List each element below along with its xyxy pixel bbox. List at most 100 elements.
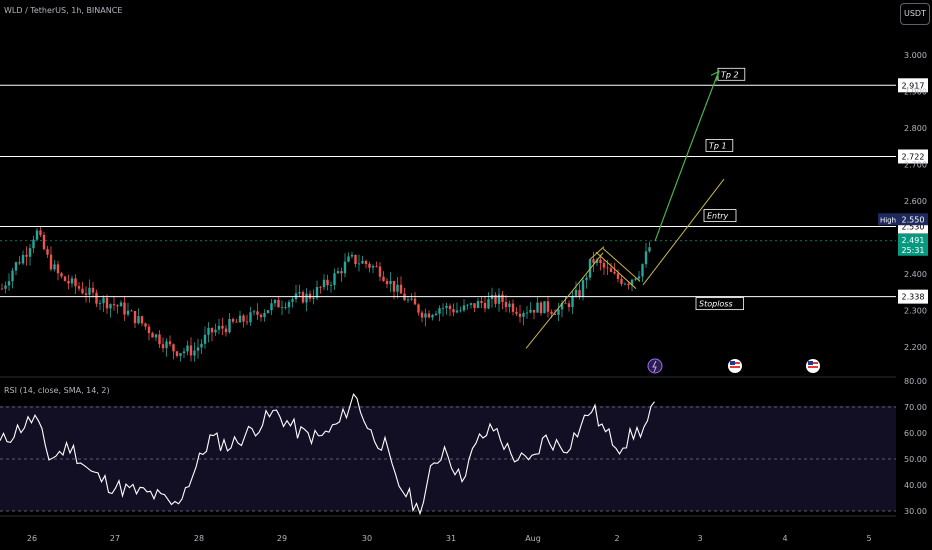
candle-body [189, 345, 193, 356]
candle-body [567, 303, 571, 308]
price-tick-label: 2.600 [904, 197, 927, 206]
candle-body [168, 341, 172, 345]
time-tick-label: 29 [277, 534, 287, 543]
candle-body [207, 327, 210, 335]
candle-body [462, 305, 466, 311]
candle-body [427, 313, 431, 318]
candle-body [140, 316, 144, 324]
candle-body [137, 316, 140, 324]
level-price-label: 2.722 [902, 152, 925, 161]
candle-body [455, 310, 459, 313]
price-tick-label: 2.300 [904, 307, 927, 316]
us-flag-icon[interactable] [728, 359, 742, 373]
candle-body [133, 311, 137, 324]
high-caption-box [878, 213, 898, 226]
candle-body [158, 334, 161, 345]
candle-body [459, 310, 462, 312]
high-caption: High [880, 216, 896, 224]
candle-body [410, 298, 413, 300]
candle-body [91, 287, 95, 293]
currency-button[interactable]: USDT [900, 3, 930, 25]
candle-body [42, 234, 46, 250]
flag-canton [730, 361, 735, 365]
level-name-box [695, 297, 744, 311]
candle-body [571, 295, 574, 308]
candle-body [347, 256, 350, 262]
candle-body [186, 345, 189, 352]
candle-body [406, 299, 410, 301]
countdown-label: 25:31 [901, 246, 924, 255]
candle-body [375, 266, 378, 267]
lightning-icon[interactable] [647, 358, 663, 374]
candle-body [476, 301, 480, 308]
flag-stripe [808, 366, 818, 368]
candle-body [266, 310, 270, 314]
candle-body [637, 276, 641, 279]
level-name-label: Stoploss [699, 300, 733, 309]
candle-body [522, 313, 525, 317]
candle-body [620, 278, 623, 284]
candle-body [585, 277, 588, 281]
channel-line [525, 252, 604, 349]
level-name-box [705, 139, 734, 152]
candle-body [74, 278, 77, 287]
candle-body [172, 344, 175, 352]
candle-body [249, 312, 252, 323]
candle-body [529, 309, 532, 313]
candle-body [126, 310, 130, 315]
price-tick-label: 2.900 [904, 88, 927, 97]
candle-body [39, 230, 42, 235]
candle-body [445, 305, 448, 308]
candle-body [487, 299, 490, 309]
rsi-tick-label: 30.00 [904, 507, 927, 516]
candle-body [340, 271, 343, 274]
candle-body [364, 260, 368, 265]
candle-body [301, 292, 305, 303]
candle-body [466, 304, 469, 306]
candle-body [546, 301, 550, 312]
candle-body [578, 289, 581, 297]
candle-body [473, 303, 476, 308]
candle-body [273, 299, 277, 304]
candle-body [11, 270, 14, 282]
time-tick-label: 2 [614, 534, 619, 543]
candle-body [193, 350, 196, 356]
candle-body [60, 273, 63, 277]
lightning-glyph [652, 360, 657, 373]
time-tick-label: 28 [194, 534, 204, 543]
us-flag-icon[interactable] [806, 359, 820, 373]
candle-body [357, 263, 361, 265]
level-price-tag [898, 78, 928, 93]
lightning-icon [647, 358, 663, 374]
level-name-label: Tp 2 [721, 70, 739, 79]
channel-line [595, 251, 637, 289]
current-price-tag [898, 233, 928, 256]
candle-body [203, 334, 207, 344]
grid-lines [0, 376, 896, 517]
high-price-label: 2.550 [902, 215, 925, 224]
candle-body [329, 285, 333, 286]
candle-body [350, 254, 354, 257]
price-tick-label: 2.200 [904, 343, 927, 352]
candle-body [613, 271, 616, 274]
candle-body [438, 308, 441, 314]
price-tick-label: 3.000 [904, 51, 927, 60]
candle-body [574, 289, 578, 296]
candle-body [256, 311, 259, 315]
candle-body [175, 351, 179, 356]
flag-stripe [730, 366, 740, 368]
candle-body [560, 302, 564, 310]
candle-body [469, 303, 473, 305]
candle-body [511, 303, 515, 312]
candle-body [25, 254, 28, 257]
candle-body [214, 329, 217, 333]
candle-body [623, 283, 627, 285]
horizontal-levels: 2.917 2.722 2.530 2.338 Tp 2 Tp 1 Entry Stoplos… [0, 67, 928, 311]
channel-line [589, 246, 605, 260]
projection-arrow [654, 73, 719, 242]
drawing-tools [525, 70, 725, 349]
candle-body [480, 301, 483, 303]
candle-body [95, 292, 98, 304]
event-icons[interactable] [647, 358, 820, 374]
